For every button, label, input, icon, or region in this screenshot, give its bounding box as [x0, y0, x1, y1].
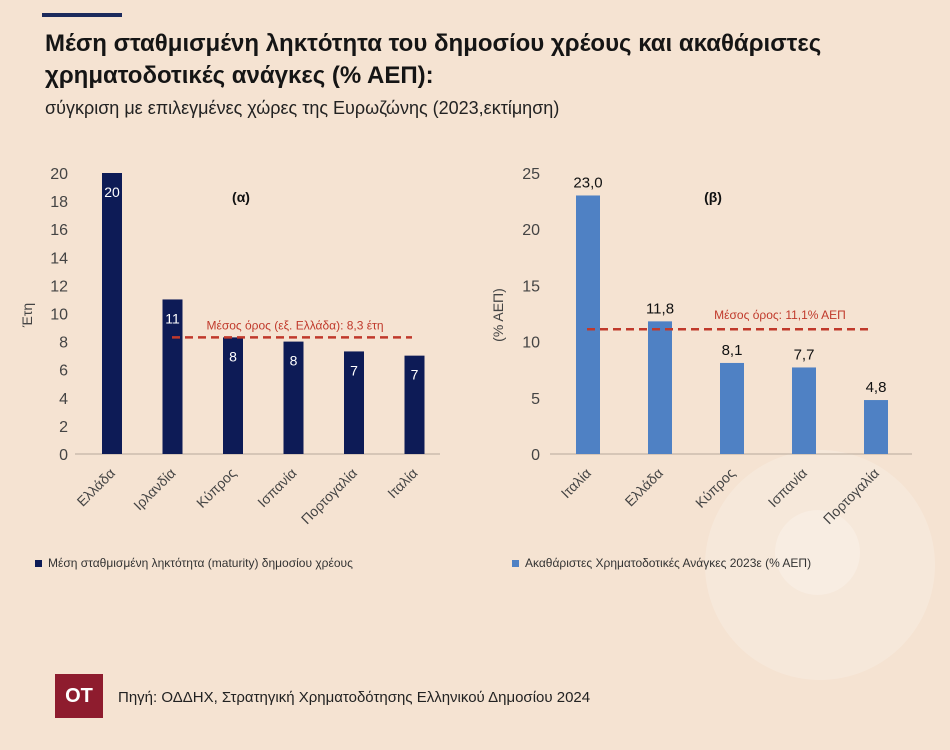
c1-bar-value-label: 8,1 — [722, 342, 743, 359]
c1-bar — [792, 367, 816, 454]
c1-bar — [864, 400, 888, 454]
c0-bar-value-label: 8 — [229, 348, 237, 364]
c1-category-label: Ισπανία — [765, 465, 810, 510]
legend-swatch-maturity — [35, 559, 42, 567]
c0-y-tick-label: 18 — [50, 194, 68, 211]
c1-bar-value-label: 4,8 — [866, 379, 887, 396]
c0-bar-value-label: 20 — [104, 184, 120, 200]
legend-label-maturity: Μέση σταθμισμένη ληκτότητα (maturity) δη… — [48, 556, 353, 570]
c0-bar-value-label: 8 — [290, 353, 298, 369]
c1-bar — [720, 362, 744, 454]
c0-y-tick-label: 14 — [50, 250, 68, 267]
c0-y-tick-label: 0 — [59, 447, 68, 464]
c0-y-tick-label: 12 — [50, 278, 68, 295]
c1-panel-label: (β) — [704, 189, 722, 205]
c0-y-tick-label: 20 — [50, 166, 68, 183]
c1-bar-value-label: 7,7 — [794, 346, 815, 363]
c1-y-tick-label: 20 — [522, 222, 540, 239]
c0-y-axis-label: Έτη — [19, 303, 35, 328]
legend-financing: Ακαθάριστες Χρηματοδοτικές Ανάγκες 2023ε… — [512, 556, 811, 570]
page-subtitle: σύγκριση με επιλεγμένες χώρες της Ευρωζώ… — [45, 98, 560, 118]
c1-y-tick-label: 0 — [531, 447, 540, 464]
legend-maturity: Μέση σταθμισμένη ληκτότητα (maturity) δη… — [35, 556, 353, 570]
c1-bar-value-label: 11,8 — [646, 300, 674, 317]
c1-y-tick-label: 5 — [531, 391, 540, 408]
c0-bar — [283, 341, 304, 454]
decorative-circle-large — [705, 450, 935, 680]
c1-bar — [576, 195, 600, 455]
c1-bar — [648, 321, 672, 454]
c0-reference-line-label: Μέσος όρος (εξ. Ελλάδα): 8,3 έτη — [206, 318, 383, 332]
legend-swatch-financing — [512, 559, 519, 567]
c0-panel-label: (α) — [232, 189, 250, 205]
legend-label-financing: Ακαθάριστες Χρηματοδοτικές Ανάγκες 2023ε… — [525, 556, 812, 570]
c0-y-tick-label: 4 — [59, 391, 68, 408]
accent-line — [42, 13, 122, 17]
c0-bar-value-label: 7 — [350, 362, 358, 378]
c1-category-label: Ιταλία — [558, 465, 594, 501]
c0-bar — [344, 351, 364, 454]
c1-y-tick-label: 25 — [522, 166, 540, 183]
page-title: Μέση σταθμισμένη ληκτότητα του δημοσίου … — [45, 30, 822, 89]
c1-category-label: Πορτογαλία — [820, 465, 882, 527]
ot-logo: OT — [55, 674, 103, 718]
c0-bar-value-label: 11 — [165, 310, 180, 326]
c1-category-label: Κύπρος — [692, 465, 738, 511]
c1-category-label: Ελλάδα — [621, 465, 666, 510]
c0-y-tick-label: 16 — [50, 222, 68, 239]
c0-bar — [102, 173, 122, 454]
c1-reference-line-label: Μέσος όρος: 11,1% ΑΕΠ — [714, 308, 846, 322]
c0-bar — [223, 337, 243, 454]
c0-y-tick-label: 2 — [59, 419, 68, 436]
source-note: Πηγή: ΟΔΔΗΧ, Στρατηγική Χρηματοδότησης Ε… — [118, 689, 591, 706]
c0-y-tick-label: 10 — [50, 307, 68, 324]
c1-y-tick-label: 10 — [522, 335, 540, 352]
c0-y-tick-label: 6 — [59, 363, 68, 380]
c0-bar-value-label: 7 — [411, 367, 419, 383]
decorative-circle-small — [775, 510, 860, 595]
c1-y-axis-label: (% ΑΕΠ) — [490, 288, 506, 342]
c0-y-tick-label: 8 — [59, 335, 68, 352]
c0-bar — [404, 355, 425, 454]
c1-y-tick-label: 15 — [522, 278, 540, 295]
c1-bar-value-label: 23,0 — [573, 174, 602, 191]
